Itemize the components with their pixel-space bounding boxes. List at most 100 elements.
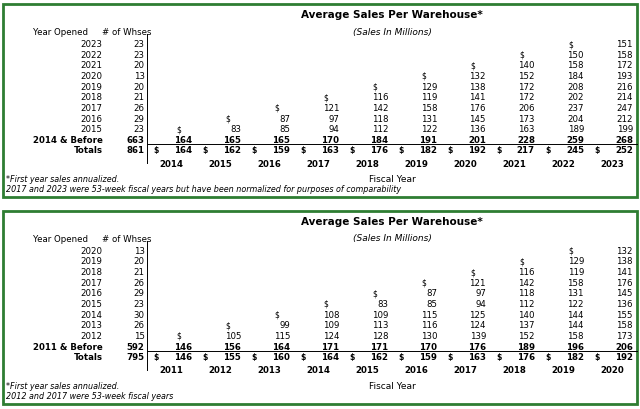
Text: 129: 129: [420, 82, 437, 91]
Text: 136: 136: [470, 125, 486, 134]
Text: 159: 159: [272, 146, 290, 155]
Text: 2013: 2013: [81, 321, 102, 329]
Text: 861: 861: [127, 146, 145, 155]
Text: $: $: [323, 299, 328, 308]
Text: 2019: 2019: [81, 82, 102, 91]
Text: 2014 & Before: 2014 & Before: [33, 135, 102, 144]
Text: 2017: 2017: [453, 365, 477, 374]
Text: Totals: Totals: [74, 352, 102, 361]
Text: 151: 151: [616, 40, 633, 49]
Text: 136: 136: [616, 299, 633, 308]
Text: $: $: [252, 352, 257, 361]
Text: 20: 20: [134, 61, 145, 70]
Text: 164: 164: [272, 342, 290, 351]
Text: 132: 132: [470, 72, 486, 81]
Text: 2019: 2019: [552, 365, 575, 374]
Text: 13: 13: [134, 246, 145, 255]
Text: 2023: 2023: [600, 159, 624, 168]
Text: 193: 193: [616, 72, 633, 81]
Text: (Sales In Millions): (Sales In Millions): [353, 27, 431, 36]
Text: 192: 192: [468, 146, 486, 155]
Text: 131: 131: [568, 289, 584, 298]
Text: 108: 108: [323, 310, 339, 319]
Text: 83: 83: [230, 125, 241, 134]
Text: 87: 87: [279, 114, 290, 123]
Text: 182: 182: [566, 352, 584, 361]
Text: 191: 191: [419, 135, 437, 144]
Text: 173: 173: [518, 114, 535, 123]
Text: 158: 158: [616, 51, 633, 60]
Text: 170: 170: [321, 135, 339, 144]
Text: Fiscal Year: Fiscal Year: [369, 381, 415, 390]
Text: 131: 131: [420, 114, 437, 123]
Text: 795: 795: [127, 352, 145, 361]
Text: 146: 146: [174, 352, 192, 361]
Text: 141: 141: [470, 93, 486, 102]
Text: 138: 138: [616, 257, 633, 266]
Text: 30: 30: [134, 310, 145, 319]
Text: $: $: [154, 352, 159, 361]
Text: # of Whses: # of Whses: [102, 234, 151, 243]
Text: $: $: [177, 125, 182, 134]
Text: 164: 164: [174, 135, 192, 144]
Text: 206: 206: [518, 103, 535, 112]
Text: 105: 105: [225, 331, 241, 340]
Text: 128: 128: [372, 331, 388, 340]
Text: 162: 162: [370, 352, 388, 361]
Text: 2012: 2012: [209, 365, 232, 374]
Text: 87: 87: [426, 289, 437, 298]
Text: 158: 158: [616, 321, 633, 329]
Text: 196: 196: [566, 342, 584, 351]
Text: 176: 176: [616, 278, 633, 287]
Text: 2020: 2020: [454, 159, 477, 168]
Text: 173: 173: [616, 331, 633, 340]
Text: 2013: 2013: [258, 365, 282, 374]
Text: 2018: 2018: [502, 365, 526, 374]
Text: 2011: 2011: [160, 365, 184, 374]
Text: 2020: 2020: [81, 72, 102, 81]
Text: 94: 94: [475, 299, 486, 308]
Text: 142: 142: [518, 278, 535, 287]
Text: 20: 20: [134, 257, 145, 266]
Text: 146: 146: [174, 342, 192, 351]
Text: $: $: [300, 146, 305, 155]
Text: $: $: [225, 321, 230, 329]
Text: 115: 115: [420, 310, 437, 319]
Text: 2017: 2017: [307, 159, 331, 168]
Text: $: $: [349, 146, 355, 155]
Text: 2021: 2021: [81, 61, 102, 70]
Text: 85: 85: [279, 125, 290, 134]
Text: 158: 158: [420, 103, 437, 112]
Text: 155: 155: [616, 310, 633, 319]
Text: $: $: [447, 146, 452, 155]
Text: 115: 115: [274, 331, 290, 340]
Text: 124: 124: [470, 321, 486, 329]
Text: Average Sales Per Warehouse*: Average Sales Per Warehouse*: [301, 216, 483, 226]
Text: 163: 163: [468, 352, 486, 361]
Text: 29: 29: [134, 114, 145, 123]
Text: 109: 109: [323, 321, 339, 329]
Text: $: $: [300, 352, 305, 361]
Text: $: $: [496, 146, 501, 155]
Text: $: $: [372, 82, 378, 91]
Text: 118: 118: [518, 289, 535, 298]
Text: 237: 237: [568, 103, 584, 112]
Text: 116: 116: [420, 321, 437, 329]
Text: 2016: 2016: [258, 159, 282, 168]
Text: 124: 124: [323, 331, 339, 340]
Text: 2017: 2017: [81, 103, 102, 112]
Text: 2015: 2015: [356, 365, 380, 374]
Text: 85: 85: [426, 299, 437, 308]
Text: 184: 184: [370, 135, 388, 144]
Text: 2019: 2019: [81, 257, 102, 266]
Text: 2022: 2022: [81, 51, 102, 60]
Text: 2016: 2016: [404, 365, 428, 374]
Text: 145: 145: [470, 114, 486, 123]
Text: 163: 163: [321, 146, 339, 155]
Text: 21: 21: [134, 93, 145, 102]
Text: 2016: 2016: [81, 289, 102, 298]
Text: 189: 189: [517, 342, 535, 351]
Text: 132: 132: [616, 246, 633, 255]
Text: 23: 23: [134, 299, 145, 308]
Text: 23: 23: [134, 125, 145, 134]
